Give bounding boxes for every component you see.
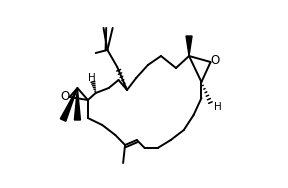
Text: O: O bbox=[60, 89, 69, 103]
Polygon shape bbox=[186, 36, 192, 56]
Polygon shape bbox=[74, 88, 80, 120]
Text: H: H bbox=[88, 73, 95, 83]
Text: H: H bbox=[214, 102, 221, 112]
Polygon shape bbox=[60, 88, 77, 121]
Text: O: O bbox=[210, 54, 219, 67]
